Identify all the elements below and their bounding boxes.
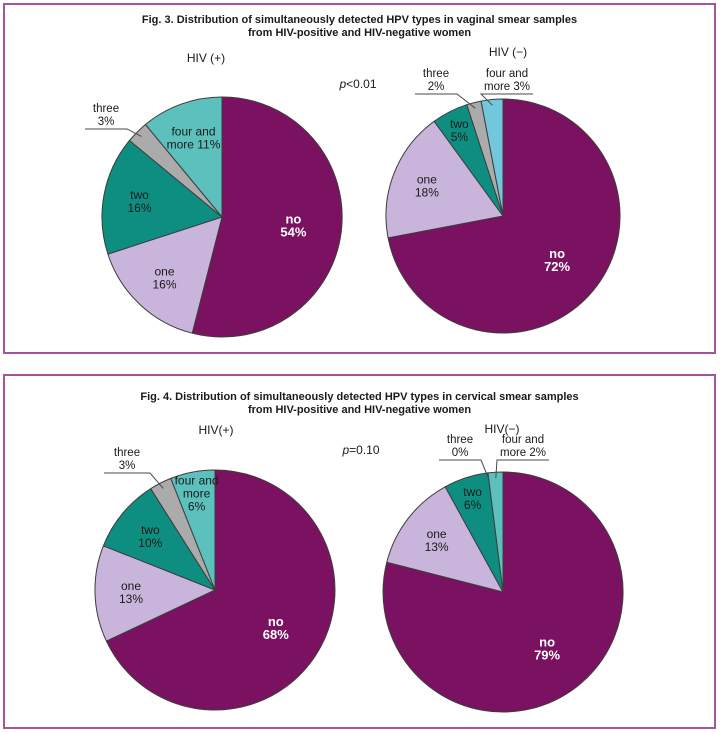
pie-slice-two bbox=[101, 140, 223, 255]
fig4-p-rest: =0.10 bbox=[349, 443, 380, 457]
figure-3-title-line2: from HIV-positive and HIV-negative women bbox=[247, 27, 472, 39]
callout-line-three bbox=[439, 459, 490, 480]
pie-slice-one bbox=[386, 486, 504, 593]
pie-slice-four-and-more bbox=[487, 471, 504, 593]
callout-line-four-and-more bbox=[495, 459, 549, 479]
pie-label-three: three 3% bbox=[93, 103, 119, 128]
pie-label-two: two 5% bbox=[450, 117, 469, 144]
pie-slice-one bbox=[107, 216, 223, 334]
fig3-p-symbol: p bbox=[339, 77, 347, 91]
fig4-p-symbol: p bbox=[342, 443, 350, 457]
callout-line-three bbox=[104, 472, 164, 489]
pie-label-four-and-more: four and more 2% bbox=[500, 434, 546, 459]
pie-slice-two bbox=[102, 488, 216, 591]
pie-slice-no bbox=[387, 98, 621, 334]
fig4-hiv-positive-label: HIV(+) bbox=[198, 423, 234, 437]
pie-label-four-and-more: four and more 6% bbox=[175, 473, 219, 513]
pie-slice-no bbox=[105, 469, 336, 711]
pie-label-one: one 13% bbox=[425, 527, 449, 554]
pie-label-two: two 6% bbox=[463, 485, 482, 512]
pie-label-three: three 3% bbox=[114, 447, 140, 472]
pie-label-four-and-more: four and more 11% bbox=[167, 125, 221, 152]
pie-slice-four-and-more bbox=[480, 98, 504, 217]
pie-label-no: no 79% bbox=[534, 634, 560, 662]
pie-label-one: one 13% bbox=[119, 579, 143, 606]
figure-3-panel: Fig. 3. Distribution of simultaneously d… bbox=[3, 3, 716, 354]
pie-label-three: three 2% bbox=[423, 68, 449, 93]
pie-slice-one bbox=[94, 545, 216, 642]
figure-4-title-line1: Fig. 4. Distribution of simultaneously d… bbox=[140, 391, 579, 403]
fig3-p-value: p<0.01 bbox=[339, 77, 376, 91]
callout-line-three bbox=[85, 128, 142, 137]
figure-3-title-line1: Fig. 3. Distribution of simultaneously d… bbox=[141, 14, 578, 26]
fig4-hiv-negative-label: HIV(−) bbox=[484, 422, 520, 436]
pie-slice-no bbox=[191, 96, 343, 338]
fig3-pie-charts: no 54% one 16% two 16% three 3% four and more 11%… bbox=[85, 68, 621, 338]
figure-3-title: Fig. 3. Distribution of simultaneously d… bbox=[5, 14, 714, 40]
fig4-p-value: p=0.10 bbox=[342, 443, 379, 457]
pie-label-two: two 16% bbox=[127, 188, 151, 215]
pie-label-three: three 0% bbox=[447, 434, 473, 459]
figure-4-title: Fig. 4. Distribution of simultaneously d… bbox=[5, 391, 714, 417]
pie-label-no: no 72% bbox=[544, 246, 570, 274]
pie-slice-four-and-more bbox=[145, 96, 223, 218]
pie-label-no: no 68% bbox=[263, 614, 289, 642]
callout-line-four-and-more bbox=[479, 93, 533, 106]
callout-line-three bbox=[415, 93, 476, 109]
pie-label-four-and-more: four and more 3% bbox=[484, 68, 530, 93]
fig3-hiv-negative-label: HIV (−) bbox=[488, 45, 528, 59]
fig4-pie-charts: no 68% one 13% two 10% three 3% four and more 6% no… bbox=[94, 434, 624, 713]
figure-4-panel: Fig. 4. Distribution of simultaneously d… bbox=[3, 374, 716, 729]
pie-label-one: one 16% bbox=[152, 265, 176, 292]
figure-4-title-line2: from HIV-positive and HIV-negative women bbox=[247, 404, 472, 416]
pie-slice-four-and-more bbox=[170, 469, 216, 591]
pie-label-no: no 54% bbox=[280, 212, 306, 240]
pie-label-one: one 18% bbox=[415, 172, 439, 199]
pie-label-two: two 10% bbox=[138, 523, 162, 550]
pie-slice-one bbox=[385, 120, 504, 239]
fig3-p-rest: <0.01 bbox=[346, 77, 377, 91]
fig3-hiv-positive-label: HIV (+) bbox=[186, 51, 226, 65]
